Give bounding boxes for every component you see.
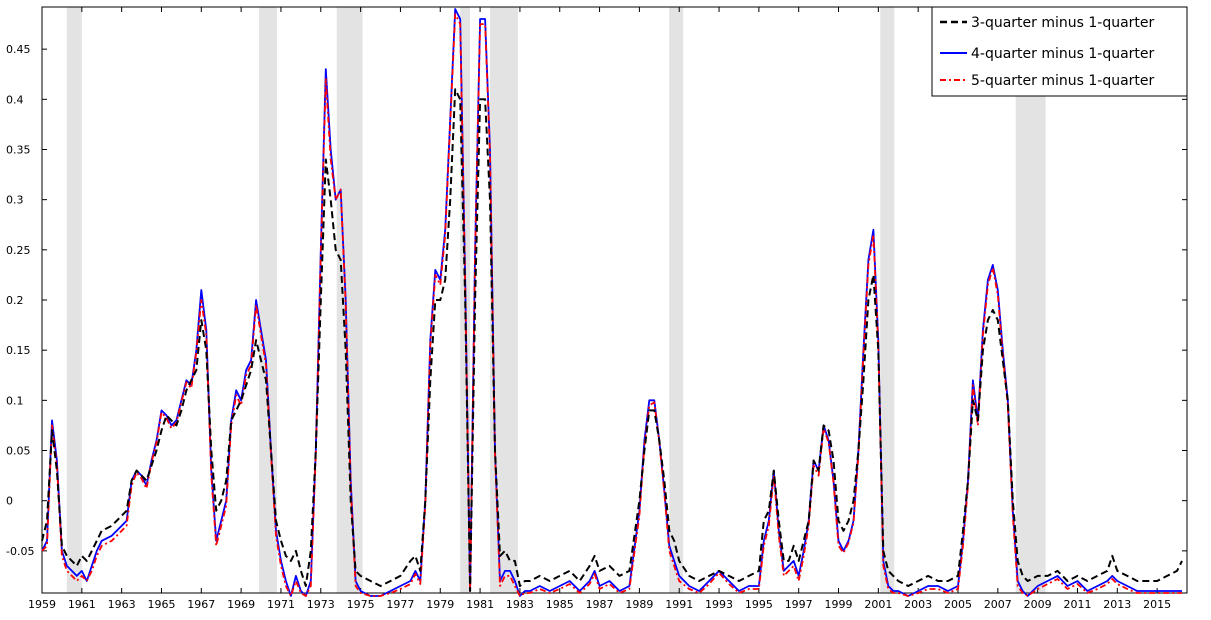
y-tick-label: 0: [6, 495, 13, 508]
x-tick-label: 2015: [1143, 598, 1171, 611]
x-tick-label: 1997: [785, 598, 813, 611]
x-tick-label: 1963: [108, 598, 136, 611]
series-line-1: [41, 8, 1182, 597]
recession-band: [490, 7, 518, 593]
legend-label-4q: 4-quarter minus 1-quarter: [971, 46, 1155, 62]
x-tick-label: 1969: [227, 598, 255, 611]
x-tick-label: 1959: [28, 598, 56, 611]
x-tick-label: 2009: [1024, 598, 1052, 611]
x-tick-label: 1961: [68, 598, 96, 611]
recession-shading-layer: [66, 7, 1046, 593]
x-tick-label: 1981: [466, 598, 494, 611]
y-tick-label: -0.05: [6, 545, 34, 558]
y-tick-label: 0.25: [6, 244, 31, 257]
legend-label-3q: 3-quarter minus 1-quarter: [971, 15, 1155, 31]
x-tick-label: 2005: [944, 598, 972, 611]
legend-box: [931, 6, 1188, 97]
x-tick-label: 1979: [426, 598, 454, 611]
x-tick-label: 2007: [984, 598, 1012, 611]
x-tick-label: 1993: [705, 598, 733, 611]
y-tick-label: 0.05: [6, 445, 31, 458]
y-tick-label: 0.35: [6, 143, 31, 156]
x-tick-label: 1995: [745, 598, 773, 611]
series-line-0: [41, 88, 1183, 592]
x-tick-label: 1999: [825, 598, 853, 611]
series-layer: [41, 8, 1183, 597]
y-tick-label: 0.15: [6, 344, 31, 357]
y-tick-label: 0.1: [6, 394, 24, 407]
legend: 3-quarter minus 1-quarter 4-quarter minu…: [931, 6, 1188, 97]
x-tick-label: 1985: [546, 598, 574, 611]
recession-band: [880, 7, 895, 593]
x-tick-label: 2001: [864, 598, 892, 611]
x-tick-label: 2013: [1103, 598, 1131, 611]
y-tick-label: 0.45: [6, 43, 31, 56]
legend-label-5q: 5-quarter minus 1-quarter: [971, 73, 1155, 89]
recession-band: [1015, 7, 1046, 593]
x-tick-label: 2003: [904, 598, 932, 611]
x-tick-label: 1973: [307, 598, 335, 611]
x-tick-label: 1987: [586, 598, 614, 611]
recession-band: [336, 7, 363, 593]
x-tick-label: 1971: [267, 598, 295, 611]
x-tick-label: 1975: [347, 598, 375, 611]
axes-layer: -0.05 0 0.05 0.1 0.15 0.2 0.25 0.3 0.35 0.4 0.45 19…: [6, 6, 1188, 611]
recession-band: [66, 7, 82, 593]
y-tick-label: 0.3: [6, 194, 24, 207]
recession-band: [259, 7, 277, 593]
x-tick-label: 1967: [187, 598, 215, 611]
y-tick-label: 0.2: [6, 294, 24, 307]
x-tick-label: 1965: [147, 598, 175, 611]
y-tick-label: 0.4: [6, 93, 24, 106]
x-tick-label: 2011: [1063, 598, 1091, 611]
x-tick-label: 1989: [625, 598, 653, 611]
x-tick-label: 1991: [665, 598, 693, 611]
recession-band: [669, 7, 684, 593]
series-line-2: [41, 13, 1182, 597]
x-tick-label: 1983: [506, 598, 534, 611]
x-tick-label: 1977: [386, 598, 414, 611]
